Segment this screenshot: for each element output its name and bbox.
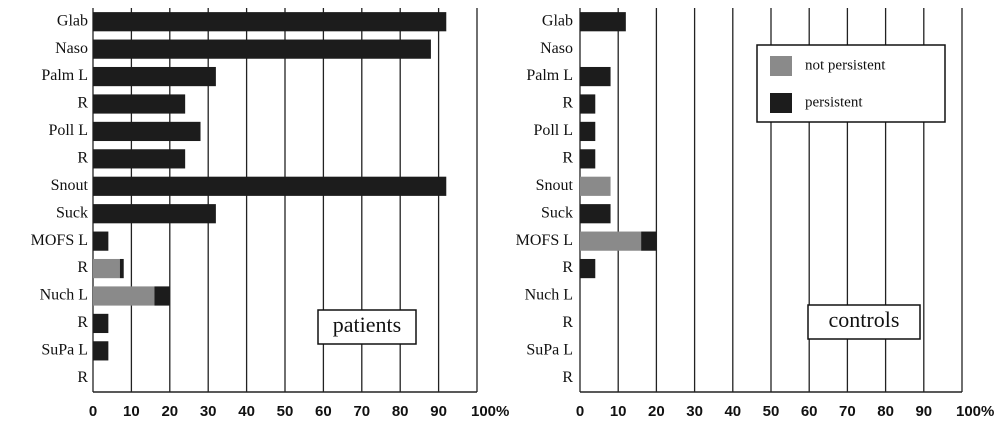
category-label: R	[77, 95, 88, 112]
category-label: Nuch L	[40, 287, 88, 304]
category-label: R	[562, 314, 573, 331]
x-tick-label: 10	[123, 403, 140, 420]
category-label: Palm L	[526, 67, 573, 84]
category-label: Suck	[56, 204, 88, 221]
category-label: Snout	[536, 177, 574, 194]
x-tick-label: 90	[430, 403, 447, 420]
category-label: MOFS L	[516, 232, 573, 249]
bar-segment	[93, 204, 216, 224]
x-tick-label: 20	[161, 403, 178, 420]
category-label: R	[562, 95, 573, 112]
category-label: Naso	[540, 40, 573, 57]
bar-segment	[93, 12, 447, 32]
category-label: Poll L	[48, 122, 88, 139]
annotation: patients	[333, 312, 401, 337]
x-tick-label: 30	[200, 403, 217, 420]
x-tick-label: 60	[315, 403, 332, 420]
x-tick-label: 100%	[471, 403, 509, 420]
bar-segment	[580, 12, 626, 32]
bar-segment	[93, 66, 216, 87]
category-label: Palm L	[41, 67, 88, 84]
legend-swatch	[770, 93, 792, 113]
x-tick-label: 100%	[956, 403, 994, 420]
bar-segment	[580, 149, 596, 169]
bar-segment	[93, 121, 201, 142]
x-tick-label: 80	[877, 403, 894, 420]
category-label: SuPa L	[526, 342, 573, 359]
x-tick-label: 70	[839, 403, 856, 420]
x-tick-label: 50	[763, 403, 780, 420]
category-label: R	[77, 314, 88, 331]
x-tick-label: 30	[686, 403, 703, 420]
annotation: controls	[829, 307, 900, 332]
x-tick-label: 60	[801, 403, 818, 420]
bar-segment	[580, 121, 596, 142]
x-tick-label: 40	[724, 403, 741, 420]
x-tick-label: 10	[610, 403, 627, 420]
category-label: R	[77, 150, 88, 167]
bar-segment	[93, 258, 120, 279]
x-tick-label: 0	[576, 403, 584, 420]
bar-segment	[93, 149, 186, 169]
annotation-box	[807, 304, 921, 340]
category-label: R	[77, 369, 88, 386]
category-label: R	[77, 259, 88, 276]
bar-segment	[154, 286, 170, 306]
bar-segment	[93, 39, 431, 59]
bar-segment	[93, 231, 109, 251]
category-label: Poll L	[533, 122, 573, 139]
bar-segment	[580, 94, 596, 114]
category-label: Nuch L	[525, 287, 573, 304]
bar-segment	[580, 66, 611, 87]
bar-segment	[93, 176, 447, 196]
legend-label: persistent	[805, 94, 863, 110]
bar-segment	[93, 341, 109, 361]
category-label: MOFS L	[31, 232, 88, 249]
bar-segment	[93, 94, 186, 114]
annotation-box	[317, 309, 417, 345]
category-label: Glab	[542, 12, 573, 29]
category-label: SuPa L	[41, 342, 88, 359]
x-tick-label: 90	[915, 403, 932, 420]
bar-segment	[580, 176, 611, 196]
category-label: R	[562, 259, 573, 276]
category-label: Suck	[541, 204, 573, 221]
bar-segment	[580, 204, 611, 224]
category-label: R	[562, 369, 573, 386]
bar-segment	[641, 231, 657, 251]
category-label: R	[562, 150, 573, 167]
bar-segment	[580, 231, 642, 251]
bar-segment	[93, 286, 155, 306]
bar-segment	[93, 313, 109, 334]
x-tick-label: 80	[392, 403, 409, 420]
x-tick-label: 50	[277, 403, 294, 420]
bar-segment	[119, 258, 124, 279]
legend-label: not persistent	[805, 57, 886, 73]
x-tick-label: 70	[353, 403, 370, 420]
x-tick-label: 0	[89, 403, 97, 420]
category-label: Naso	[55, 40, 88, 57]
x-tick-label: 40	[238, 403, 255, 420]
category-label: Glab	[57, 12, 88, 29]
category-label: Snout	[51, 177, 89, 194]
x-tick-label: 20	[648, 403, 665, 420]
legend-swatch	[770, 56, 792, 76]
bar-segment	[580, 258, 596, 279]
